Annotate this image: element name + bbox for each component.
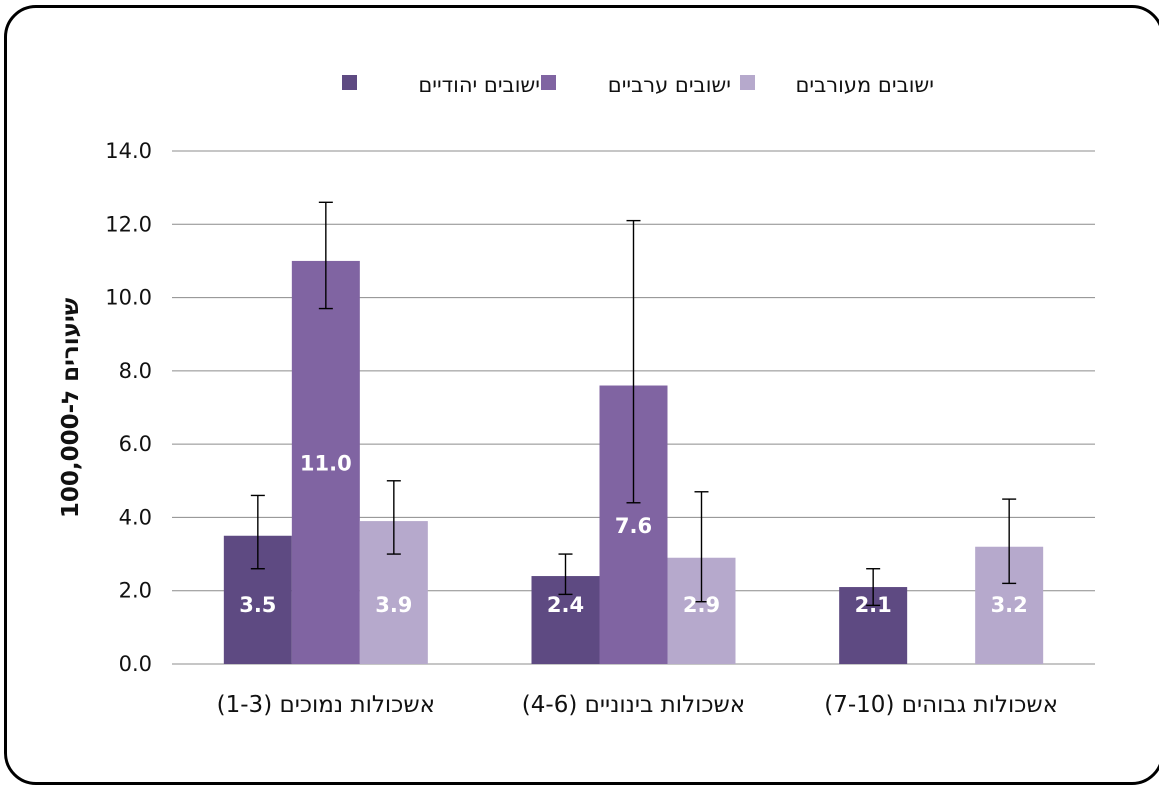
legend-swatch: [740, 75, 755, 90]
data-label: 3.9: [375, 593, 412, 617]
x-category-label: אשכולות גבוהים (7-10): [824, 692, 1058, 718]
y-tick-label: 2.0: [119, 579, 152, 603]
legend-label: ישובים יהודיים: [418, 73, 540, 97]
data-label: 11.0: [300, 451, 352, 475]
bar: [291, 260, 360, 664]
data-labels: 3.5 2.4 2.1 11.0 7.6 3.9 2.9 3.2: [239, 451, 1028, 617]
data-label: 7.6: [615, 514, 652, 538]
x-category-label: אשכולות בינוניים (4-6): [522, 692, 745, 718]
y-tick-label: 4.0: [119, 505, 152, 529]
legend-label: ישובים מעורבים: [796, 73, 935, 97]
data-label: 3.2: [991, 593, 1028, 617]
legend-swatch: [342, 75, 357, 90]
y-tick-label: 10.0: [105, 286, 152, 310]
y-tick-label: 8.0: [119, 359, 152, 383]
x-axis-categories: אשכולות נמוכים (1-3) אשכולות בינוניים (4-…: [217, 692, 1058, 718]
legend-swatch: [541, 75, 556, 90]
bars: [223, 260, 1044, 664]
data-label: 2.9: [683, 593, 720, 617]
data-label: 2.1: [855, 593, 892, 617]
y-axis-title: שיעורים ל-100,000: [58, 297, 84, 518]
legend: ישובים יהודיים ישובים ערביים ישובים מעורבי…: [342, 73, 934, 97]
y-tick-label: 12.0: [105, 212, 152, 236]
error-bars: [250, 201, 1017, 607]
legend-label: ישובים ערביים: [608, 73, 731, 97]
data-label: 3.5: [239, 593, 276, 617]
y-tick-label: 6.0: [119, 432, 152, 456]
bar-chart: 0.0 2.0 4.0 6.0 8.0 10.0 12.0 14.0 3.5 2.4 2.1 11.…: [58, 73, 1095, 718]
data-label: 2.4: [547, 593, 584, 617]
y-axis-ticks: 0.0 2.0 4.0 6.0 8.0 10.0 12.0 14.0: [105, 139, 152, 676]
y-tick-label: 14.0: [105, 139, 152, 163]
x-category-label: אשכולות נמוכים (1-3): [217, 692, 435, 718]
y-tick-label: 0.0: [119, 652, 152, 676]
